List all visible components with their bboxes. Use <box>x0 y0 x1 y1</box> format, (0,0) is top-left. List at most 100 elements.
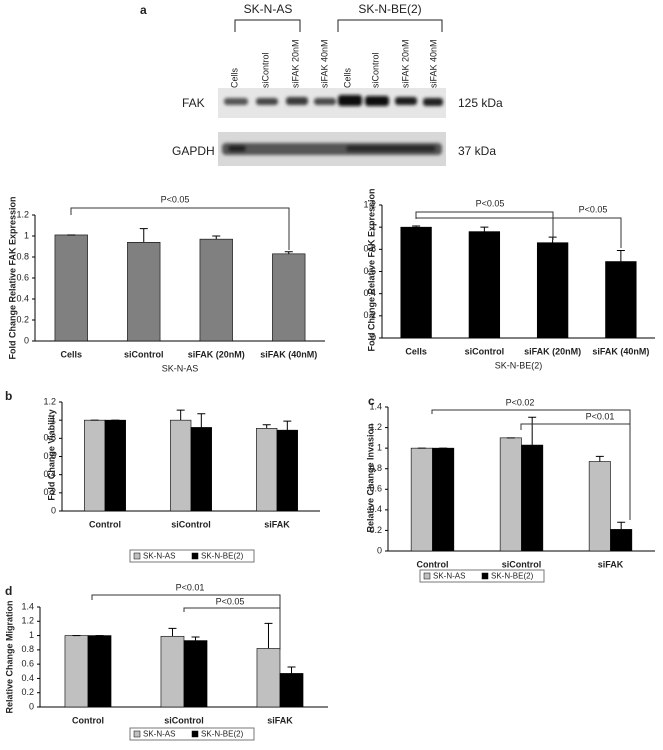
legend-label: SK-N-AS <box>143 552 175 561</box>
bar <box>199 238 233 342</box>
significance-bracket <box>415 217 622 248</box>
error-bar <box>176 409 185 421</box>
size-label: 37 kDa <box>458 144 496 158</box>
significance-label: P<0.05 <box>579 204 608 214</box>
bar <box>276 429 298 512</box>
y-tick-label: 0.8 <box>21 644 34 654</box>
y-tick-label: 1 <box>29 630 34 640</box>
y-tick-label: 0.2 <box>16 314 29 324</box>
lane-label: siControl <box>260 52 270 88</box>
lane-label: Cells <box>342 67 352 88</box>
bar <box>499 437 522 552</box>
error-bar <box>595 455 604 462</box>
error-bar <box>616 249 625 262</box>
error-bar <box>287 666 296 674</box>
error-bar <box>191 636 200 641</box>
bar <box>190 427 212 512</box>
legend-box <box>419 569 545 583</box>
significance-label: P<0.05 <box>476 198 505 208</box>
legend-swatch <box>133 730 141 738</box>
error-bar <box>617 521 626 530</box>
y-tick-label: 0.8 <box>43 433 56 443</box>
fak-bands <box>224 95 443 106</box>
bar <box>521 444 544 552</box>
bar <box>610 529 633 552</box>
bar <box>54 234 88 342</box>
group-label: SK-N-AS <box>244 2 293 16</box>
significance-bracket <box>520 423 631 520</box>
y-tick-label: 0.4 <box>369 504 382 514</box>
x-tick-label: siControl <box>171 519 211 529</box>
group-label: SK-N-BE(2) <box>358 2 421 16</box>
legend-swatch <box>191 730 199 738</box>
panel-label: c <box>368 394 375 408</box>
bar <box>160 635 185 708</box>
legend-swatch <box>423 572 431 580</box>
x-tick-label: siFAK <box>264 519 290 529</box>
error-bar <box>139 228 148 243</box>
panel-label: a <box>140 3 147 17</box>
bar <box>127 242 161 342</box>
y-tick-label: 0.6 <box>16 272 29 282</box>
x-tick-label: Cells <box>60 349 82 359</box>
row-label: FAK <box>182 96 205 110</box>
y-tick-label: 1 <box>24 230 29 240</box>
bar <box>183 640 208 708</box>
lane-label: siFAK 20nM <box>400 39 410 88</box>
error-bar <box>212 235 221 240</box>
bar <box>410 447 433 552</box>
panel-label: d <box>5 584 12 598</box>
y-tick-label: 0.6 <box>43 451 56 461</box>
error-bar <box>264 622 273 649</box>
y-tick-label: 1.4 <box>369 401 382 411</box>
legend-label: SK-N-AS <box>143 730 175 739</box>
y-tick-label: 0.6 <box>21 659 34 669</box>
y-tick-label: 0.4 <box>16 293 29 303</box>
y-tick-label: 0.8 <box>363 244 376 254</box>
bar <box>468 231 501 339</box>
group-bracket <box>337 19 443 32</box>
bar <box>256 428 278 512</box>
bar <box>84 419 106 512</box>
y-axis-label: Relative Change Invasion <box>365 423 375 532</box>
lane-labels: Cells siControl siFAK 20nM siFAK 40nM Ce… <box>229 39 438 88</box>
x-tick-label: siFAK (40nM) <box>260 349 317 359</box>
significance-bracket <box>183 607 281 650</box>
error-bar <box>480 226 489 232</box>
y-tick-label: 1 <box>51 415 56 425</box>
y-axis-label: Fold Change Viability <box>46 409 56 500</box>
x-tick-label: siFAK (20nM) <box>188 349 245 359</box>
y-tick-label: 0 <box>51 505 56 515</box>
significance-bracket <box>70 207 290 250</box>
y-tick-label: 1 <box>371 222 376 232</box>
x-axis-label: SK-N-AS <box>162 363 199 373</box>
bar <box>432 447 455 552</box>
legend-box <box>129 549 255 563</box>
x-tick-label: siControl <box>465 346 505 356</box>
legend-swatch <box>191 552 199 560</box>
y-tick-label: 0.4 <box>21 673 34 683</box>
error-bar <box>168 627 177 637</box>
lane-label: siControl <box>370 52 380 88</box>
row-label: GAPDH <box>172 144 215 158</box>
x-tick-label: siFAK (40nM) <box>592 346 649 356</box>
x-tick-label: siFAK (20nM) <box>524 346 581 356</box>
bar <box>256 648 281 708</box>
x-tick-label: Control <box>72 715 104 725</box>
bar <box>536 242 569 339</box>
error-bar <box>262 424 271 429</box>
y-tick-label: 1 <box>377 443 382 453</box>
x-tick-label: Control <box>89 519 121 529</box>
lane-label: Cells <box>229 67 239 88</box>
y-tick-label: 1.2 <box>43 396 56 406</box>
bar <box>279 673 304 708</box>
y-tick-label: 1.4 <box>21 601 34 611</box>
y-tick-label: 0 <box>371 332 376 342</box>
lane-label: siFAK 20nM <box>290 39 300 88</box>
y-tick-label: 1.2 <box>21 616 34 626</box>
bar <box>272 253 306 342</box>
x-tick-label: siControl <box>164 715 204 725</box>
significance-bracket <box>415 211 554 240</box>
significance-label: P<0.05 <box>216 596 245 606</box>
